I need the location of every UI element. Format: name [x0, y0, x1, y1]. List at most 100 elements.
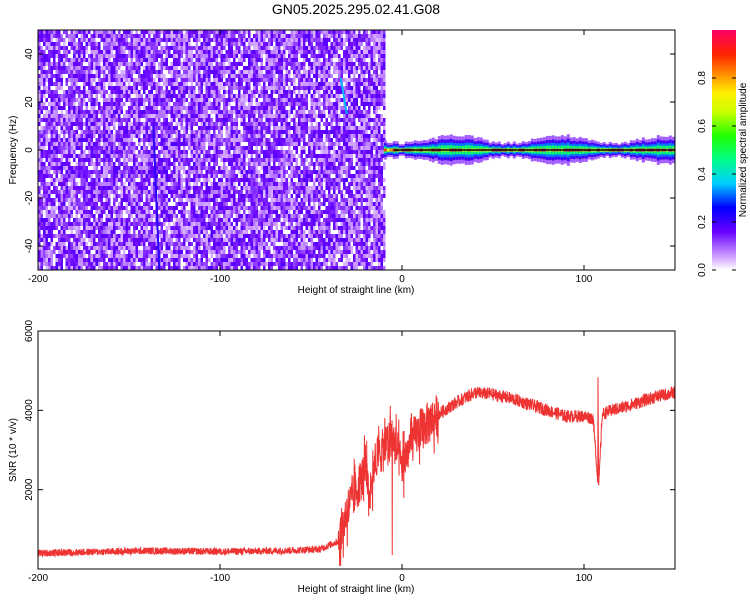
heatmap-cell [100, 214, 103, 218]
heatmap-cell [55, 218, 58, 222]
heatmap-cell [175, 246, 178, 250]
heatmap-cell [68, 154, 71, 158]
heatmap-cell [148, 66, 151, 70]
heatmap-cell [253, 70, 256, 74]
heatmap-cell [138, 106, 141, 110]
heatmap-cell [255, 150, 258, 154]
heatmap-cell [263, 90, 266, 94]
heatmap-cell [103, 58, 106, 62]
heatmap-cell [43, 38, 46, 42]
heatmap-cell [153, 94, 156, 98]
heatmap-cell [80, 234, 83, 238]
heatmap-cell [38, 134, 41, 138]
heatmap-cell [218, 74, 221, 78]
heatmap-cell [38, 266, 41, 270]
heatmap-cell [163, 266, 166, 270]
heatmap-cell [68, 166, 71, 170]
heatmap-cell [260, 242, 263, 246]
heatmap-cell [215, 122, 218, 126]
heatmap-cell [255, 174, 258, 178]
heatmap-cell [200, 142, 203, 146]
heatmap-cell [188, 250, 191, 254]
heatmap-cell [185, 86, 188, 90]
heatmap-cell [155, 74, 158, 78]
heatmap-cell [155, 90, 158, 94]
heatmap-cell [210, 38, 213, 42]
heatmap-cell [168, 98, 171, 102]
heatmap-cell [60, 250, 63, 254]
heatmap-cell [65, 222, 68, 226]
heatmap-cell [118, 106, 121, 110]
heatmap-cell [130, 138, 133, 142]
heatmap-cell [128, 46, 131, 50]
heatmap-cell [228, 206, 231, 210]
heatmap-cell [70, 210, 73, 214]
heatmap-cell [230, 210, 233, 214]
heatmap-cell [120, 150, 123, 154]
heatmap-cell [220, 254, 223, 258]
heatmap-cell [195, 70, 198, 74]
heatmap-cell [105, 194, 108, 198]
heatmap-cell [248, 214, 251, 218]
heatmap-cell [50, 94, 53, 98]
heatmap-cell [98, 230, 101, 234]
heatmap-cell [115, 86, 118, 90]
heatmap-cell [198, 234, 201, 238]
heatmap-cell [228, 114, 231, 118]
heatmap-cell [143, 214, 146, 218]
heatmap-cell [165, 178, 168, 182]
heatmap-cell [130, 134, 133, 138]
heatmap-cell [90, 266, 93, 270]
heatmap-cell [228, 94, 231, 98]
heatmap-cell [85, 90, 88, 94]
heatmap-cell [113, 194, 116, 198]
heatmap-cell [110, 82, 113, 86]
heatmap-cell [148, 50, 151, 54]
heatmap-cell [103, 42, 106, 46]
heatmap-cell [55, 38, 58, 42]
heatmap-cell [158, 90, 161, 94]
heatmap-cell [105, 218, 108, 222]
heatmap-cell [243, 254, 246, 258]
heatmap-cell [45, 238, 48, 242]
heatmap-cell [163, 210, 166, 214]
heatmap-cell [178, 210, 181, 214]
heatmap-cell [150, 50, 153, 54]
heatmap-cell [125, 266, 128, 270]
heatmap-cell [235, 234, 238, 238]
heatmap-cell [123, 166, 126, 170]
heatmap-cell [118, 194, 121, 198]
heatmap-cell [190, 258, 193, 262]
heatmap-cell [180, 242, 183, 246]
heatmap-cell [163, 74, 166, 78]
heatmap-cell [118, 214, 121, 218]
heatmap-cell [118, 102, 121, 106]
heatmap-cell [258, 122, 261, 126]
heatmap-cell [210, 46, 213, 50]
heatmap-cell [228, 102, 231, 106]
heatmap-cell [83, 166, 86, 170]
heatmap-cell [148, 102, 151, 106]
heatmap-cell [158, 70, 161, 74]
heatmap-cell [260, 134, 263, 138]
heatmap-cell [118, 90, 121, 94]
heatmap-cell [215, 86, 218, 90]
heatmap-cell [88, 30, 91, 34]
heatmap-cell [175, 202, 178, 206]
heatmap-cell [270, 82, 273, 86]
heatmap-cell [233, 66, 236, 70]
heatmap-cell [55, 190, 58, 194]
heatmap-cell [165, 138, 168, 142]
heatmap-cell [80, 38, 83, 42]
heatmap-cell [170, 62, 173, 66]
heatmap-cell [155, 142, 158, 146]
heatmap-cell [120, 70, 123, 74]
heatmap-cell [180, 102, 183, 106]
heatmap-cell [150, 218, 153, 222]
heatmap-cell [63, 90, 66, 94]
heatmap-cell [120, 218, 123, 222]
heatmap-cell [88, 214, 91, 218]
heatmap-cell [158, 78, 161, 82]
heatmap-cell [270, 170, 273, 174]
heatmap-cell [260, 130, 263, 134]
